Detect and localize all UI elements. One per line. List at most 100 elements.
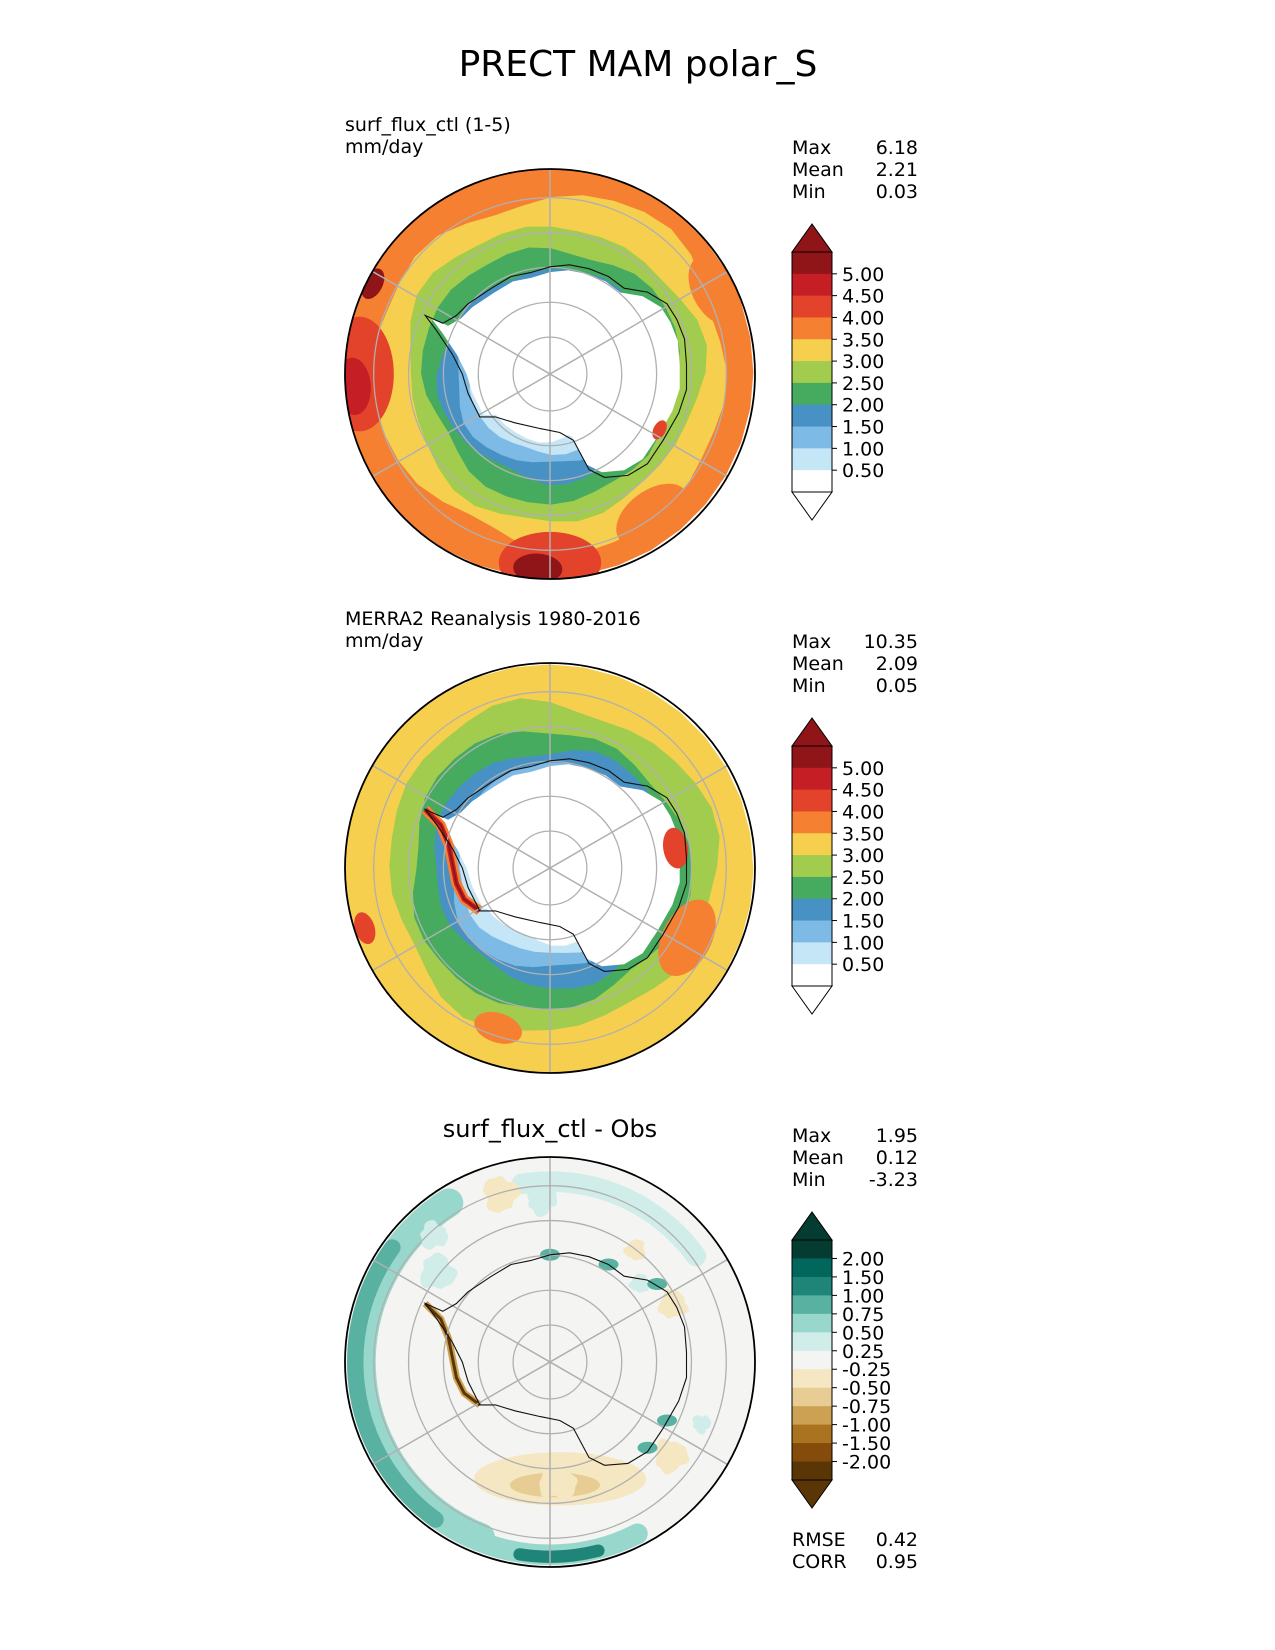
colorbar-tick-label: 4.50: [842, 286, 884, 308]
colorbar-swatch: [792, 339, 832, 362]
colorbar-swatch: [792, 404, 832, 428]
colorbar-swatch: [792, 789, 832, 812]
longitude-gridline: [549, 270, 728, 375]
panel-units: mm/day: [345, 630, 423, 652]
precip-maximum: [662, 827, 689, 869]
stat-value: 10.35: [864, 631, 918, 653]
precip-maximum: [688, 255, 741, 325]
stat-label: Min: [792, 675, 826, 697]
colorbar-tick-label: 2.00: [842, 889, 884, 911]
antarctica-coastline: [423, 264, 688, 478]
colorbar-swatch: [792, 1332, 832, 1352]
colorbar-swatch: [792, 1295, 832, 1315]
panel-left-title: surf_flux_ctl (1-5): [345, 114, 511, 136]
colorbar-tick-label: 3.00: [842, 845, 884, 867]
colorbar-swatch: [792, 470, 832, 493]
colorbar-swatch: [792, 746, 832, 769]
stat-value: 0.03: [876, 181, 918, 203]
colorbar-tick-label: 0.50: [842, 460, 884, 482]
panel-left-title: MERRA2 Reanalysis 1980-2016: [345, 608, 641, 630]
stat-label: Max: [792, 137, 831, 159]
stat-value: 6.18: [876, 137, 918, 159]
stat-label: Max: [792, 631, 831, 653]
coastal-precip-core: [424, 808, 481, 912]
colorbar-swatch: [792, 426, 832, 449]
colorbar-extend-max: [791, 717, 833, 747]
stat-value: 2.21: [876, 159, 918, 181]
precip-maximum: [354, 912, 376, 945]
colorbar-tick-label: 0.50: [842, 1322, 884, 1344]
stat-label: Min: [792, 181, 826, 203]
colorbar-swatch: [792, 833, 832, 856]
longitude-gridline: [372, 373, 551, 478]
colorbar-swatch: [792, 811, 832, 834]
colorbar-frame: [791, 745, 833, 987]
colorbar-swatch: [792, 876, 832, 900]
stat-label: Mean: [792, 159, 844, 181]
positive-bias-coastal: [647, 1278, 668, 1290]
stat-value: 0.12: [876, 1147, 918, 1169]
positive-bias-rim-core: [347, 1239, 444, 1528]
colorbar-tick-label: 3.50: [842, 823, 884, 845]
bias-patch: [692, 1415, 712, 1435]
precip-maximum: [616, 483, 689, 547]
map-boundary: [344, 168, 756, 580]
colorbar-swatch: [792, 1461, 832, 1481]
colorbar-tick-label: 4.00: [842, 801, 884, 823]
colorbar-swatch: [792, 361, 832, 384]
colorbar-extend-min: [791, 985, 833, 1015]
colorbar-extend-max: [791, 1211, 833, 1241]
colorbar-tick-label: -1.00: [842, 1415, 891, 1437]
antarctica-coastline: [423, 1252, 688, 1466]
colorbar-tick-label: 4.00: [842, 307, 884, 329]
colorbar-tick-label: 2.50: [842, 373, 884, 395]
colorbar-tick-label: 1.50: [842, 417, 884, 439]
bottom-stat-value: 0.95: [876, 1551, 918, 1573]
colorbar-tick-label: 2.00: [842, 395, 884, 417]
colorbar-swatch: [792, 898, 832, 922]
colorbar-frame: [791, 1239, 833, 1481]
positive-bias-south-core: [513, 1544, 605, 1563]
positive-bias-north: [511, 1171, 707, 1267]
colorbar-tick-label: 1.50: [842, 911, 884, 933]
bias-patch: [655, 1438, 690, 1475]
colorbar-swatch: [792, 252, 832, 275]
colorbar-tick-label: 3.00: [842, 351, 884, 373]
stat-value: 0.05: [876, 675, 918, 697]
stat-label: Mean: [792, 653, 844, 675]
colorbar-swatch: [792, 1406, 832, 1426]
colorbar-tick-label: -2.00: [842, 1452, 891, 1474]
longitude-gridline: [372, 764, 551, 869]
colorbar-swatch: [792, 942, 832, 965]
panel-difference: surf_flux_ctl - Obs Max 1.95 Mean 0.12 Min -3.…: [344, 1115, 918, 1573]
colorbar-swatch: [792, 1258, 832, 1278]
map-boundary: [344, 662, 756, 1074]
colorbar-tick-label: 2.50: [842, 867, 884, 889]
precip-maximum: [474, 1011, 522, 1044]
colorbar-swatch: [792, 1313, 832, 1333]
colorbar-extend-min: [791, 491, 833, 521]
panel-units: mm/day: [345, 136, 423, 158]
colorbar-swatch: [792, 1240, 832, 1259]
polar-map: [345, 169, 754, 579]
map-boundary: [344, 1156, 756, 1568]
colorbar-tick-label: 0.75: [842, 1304, 884, 1326]
precip-maximum: [345, 357, 371, 416]
colorbar-swatch: [792, 1424, 832, 1444]
colorbar-swatch: [792, 855, 832, 878]
colorbar-tick-label: 3.50: [842, 329, 884, 351]
longitude-gridline: [549, 1258, 728, 1363]
polar-map: [345, 1157, 755, 1567]
stat-label: Mean: [792, 1147, 844, 1169]
bias-patch: [420, 1220, 449, 1250]
panel-test: surf_flux_ctl (1-5)mm/day Max 6.18 Mean 2.21…: [344, 114, 918, 580]
colorbar-tick-label: 2.00: [842, 1248, 884, 1270]
bias-patch: [628, 1273, 649, 1293]
stat-value: 1.95: [876, 1125, 918, 1147]
colorbar-tick-label: 5.00: [842, 758, 884, 780]
colorbar-tick-label: -0.75: [842, 1396, 891, 1418]
longitude-gridline: [372, 1258, 551, 1363]
colorbar-swatch: [792, 1387, 832, 1407]
